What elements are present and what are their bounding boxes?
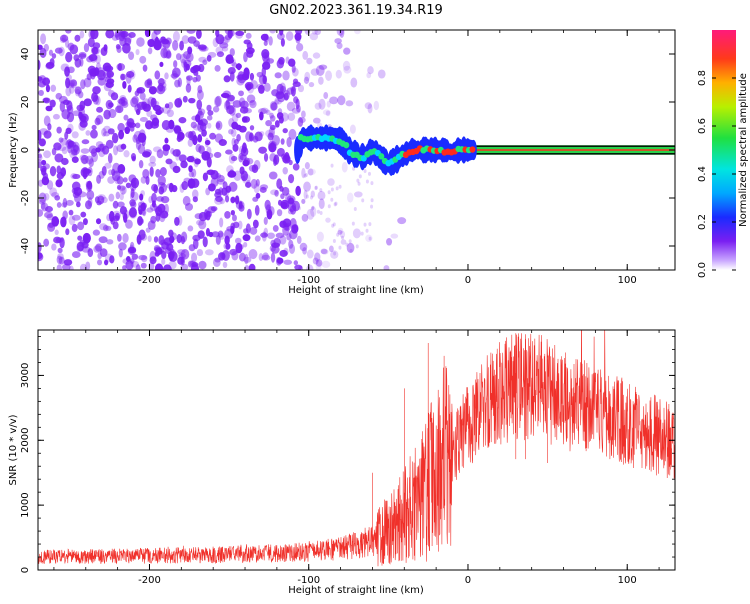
snr-xtick-label: 100 (618, 575, 637, 586)
colorbar-label: Normalized spectral amplitude (738, 73, 749, 227)
snr-frame (37, 329, 676, 571)
spectrogram-ytick-label: 0 (20, 147, 31, 153)
colorbar: 0.0 0.2 0.4 0.6 0.8 Normalized spectral ampl… (697, 30, 749, 278)
snr-xtick-label: -100 (297, 575, 320, 586)
snr-xtick-label: 0 (465, 575, 471, 586)
spectrogram-trace (294, 124, 477, 176)
snr-ytick-label: 3000 (20, 363, 31, 388)
spectrogram-noise (38, 30, 407, 270)
spectrogram-ytick-label: 20 (20, 96, 31, 109)
figure-title: GN02.2023.361.19.34.R19 (269, 3, 443, 18)
spectrogram-xtick-label: 100 (618, 275, 637, 286)
snr-series-line (38, 330, 675, 567)
colorbar-tick-label: 0.0 (697, 262, 708, 278)
snr-ytick-label: 0 (20, 567, 31, 573)
spectrogram-xtick-label: -200 (138, 275, 161, 286)
colorbar-ticks: 0.0 0.2 0.4 0.6 0.8 (697, 70, 736, 278)
spectrogram-ytick-label: -20 (20, 190, 31, 206)
colorbar-tick-label: 0.8 (697, 70, 708, 86)
spectrogram-band (467, 145, 675, 155)
snr-plot-area (38, 330, 675, 570)
colorbar-tick-label: 0.2 (697, 214, 708, 230)
colorbar-gradient (712, 30, 736, 270)
spectrogram-ytick-label: -40 (20, 238, 31, 254)
spectrogram-xtick-label: 0 (465, 275, 471, 286)
spectrogram-xtick-label: -100 (297, 275, 320, 286)
colorbar-tick-label: 0.6 (697, 118, 708, 134)
spectrogram-ytick-label: 40 (20, 48, 31, 61)
snr-ytick-label: 2000 (20, 428, 31, 453)
colorbar-tick-label: 0.4 (697, 166, 708, 182)
spectrogram-ylabel: Frequency (Hz) (8, 112, 19, 188)
snr-ylabel: SNR (10 * v/v) (8, 414, 19, 485)
snr-xtick-label: -200 (138, 575, 161, 586)
spectrogram-xlabel: Height of straight line (km) (288, 285, 424, 296)
snr-xlabel: Height of straight line (km) (288, 585, 424, 596)
snr-ytick-label: 1000 (20, 492, 31, 517)
